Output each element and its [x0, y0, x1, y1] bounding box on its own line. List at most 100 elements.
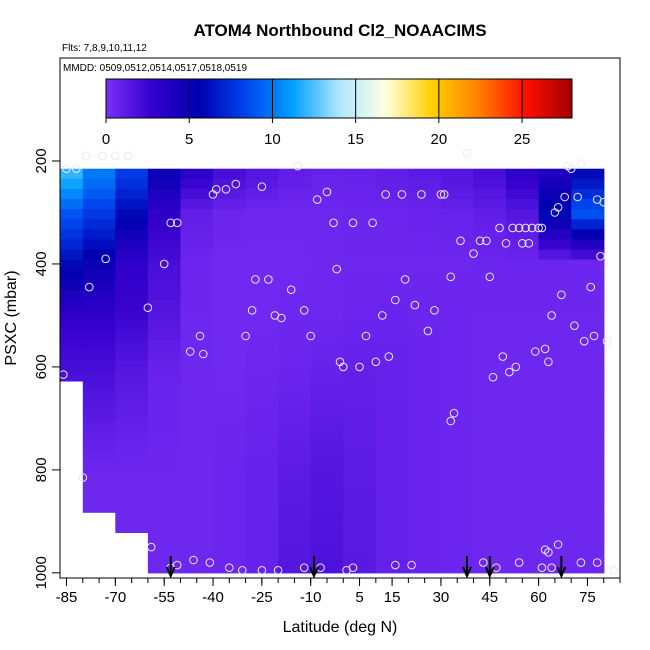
- heatmap-cell: [375, 532, 409, 544]
- heatmap-cell: [375, 421, 409, 432]
- heatmap-cell: [245, 401, 279, 412]
- heatmap-cell: [278, 451, 312, 463]
- heatmap-cell: [343, 209, 377, 220]
- heatmap-cell: [473, 411, 507, 422]
- heatmap-cell: [147, 320, 182, 331]
- heatmap-cell: [147, 411, 182, 422]
- heatmap-cell: [408, 391, 442, 402]
- heatmap-cell: [506, 360, 540, 372]
- heatmap-cell: [147, 178, 182, 190]
- heatmap-cell: [571, 249, 605, 261]
- heatmap-cell: [245, 279, 279, 291]
- observation-point: [60, 370, 68, 379]
- heatmap-cell: [571, 360, 605, 372]
- heatmap-cell: [245, 259, 279, 271]
- heatmap-cell: [115, 209, 149, 220]
- heatmap-cell: [310, 229, 344, 240]
- heatmap-cell: [82, 229, 116, 240]
- heatmap-cell: [408, 269, 442, 281]
- heatmap-cell: [213, 441, 247, 453]
- heatmap-cell: [408, 300, 442, 311]
- observation-point: [547, 563, 556, 573]
- observation-point: [101, 254, 110, 264]
- heatmap-cell: [375, 199, 409, 210]
- heatmap-cell: [440, 300, 475, 311]
- heatmap-cell: [180, 411, 214, 422]
- heatmap-cell: [538, 320, 572, 331]
- heatmap-cell: [375, 431, 409, 443]
- heatmap-cell: [375, 178, 409, 190]
- heatmap-cell: [147, 168, 182, 180]
- heatmap-cell: [213, 481, 247, 493]
- heatmap-cell: [180, 168, 214, 180]
- y-tick-label: 800: [33, 457, 50, 482]
- heatmap-cell: [506, 269, 540, 281]
- heatmap-cell: [147, 562, 182, 574]
- observation-point: [391, 560, 400, 570]
- heatmap-cell: [115, 411, 149, 422]
- heatmap-cell: [60, 178, 84, 190]
- heatmap-cell: [506, 542, 540, 554]
- heatmap-cell: [310, 199, 344, 210]
- x-tick-label: -25: [251, 589, 273, 606]
- heatmap-cell: [82, 320, 116, 331]
- heatmap-cell: [245, 522, 279, 533]
- heatmap-cell: [473, 401, 507, 412]
- heatmap-cell: [473, 492, 507, 503]
- heatmap-cell: [473, 188, 507, 200]
- heatmap-cell: [310, 391, 344, 402]
- heatmap-cell: [343, 512, 377, 523]
- heatmap-cell: [213, 461, 247, 473]
- heatmap-cell: [440, 441, 475, 453]
- heatmap-cell: [571, 370, 605, 382]
- heatmap-cell: [375, 289, 409, 301]
- observation-point: [348, 563, 358, 573]
- heatmap-cell: [506, 330, 540, 342]
- heatmap-cell: [310, 380, 344, 392]
- heatmap-cell: [440, 471, 475, 483]
- heatmap-cell: [278, 360, 312, 372]
- heatmap-cell: [506, 239, 540, 251]
- observation-point: [231, 179, 241, 189]
- heatmap-cell: [82, 360, 116, 372]
- heatmap-cell: [408, 330, 442, 342]
- heatmap-cell: [82, 401, 116, 412]
- heatmap-cell: [571, 562, 605, 574]
- heatmap-cell: [506, 562, 540, 574]
- heatmap-cell: [538, 492, 572, 503]
- heatmap-cell: [375, 229, 409, 240]
- observation-point: [498, 352, 508, 361]
- heatmap-cell: [440, 502, 475, 513]
- heatmap-cell: [147, 431, 182, 443]
- heatmap-cell: [506, 320, 540, 331]
- y-axis-label: PSXC (mbar): [3, 270, 20, 365]
- heatmap-cell: [147, 199, 182, 210]
- colorbar: 0 5 10 15 20 25: [102, 78, 573, 148]
- heatmap-cell: [180, 360, 214, 372]
- heatmap-cell: [115, 219, 149, 230]
- heatmap-cell: [310, 168, 344, 180]
- heatmap-cell: [408, 360, 442, 372]
- heatmap-cell: [82, 310, 116, 321]
- heatmap-cell: [440, 209, 475, 220]
- heatmap-cell: [278, 461, 312, 473]
- heatmap-cell: [115, 421, 149, 432]
- heatmap-cell: [440, 219, 475, 230]
- observation-point: [166, 218, 175, 228]
- heatmap-cell: [440, 269, 475, 281]
- heatmap-cell: [245, 391, 279, 402]
- heatmap-cell: [278, 552, 312, 564]
- observation-point: [524, 239, 534, 248]
- observation-point: [189, 555, 198, 565]
- observation-point: [257, 182, 267, 191]
- heatmap-cell: [473, 279, 507, 291]
- heatmap-cell: [310, 239, 344, 251]
- heatmap-cell: [213, 502, 247, 513]
- heatmap-cell: [506, 492, 540, 503]
- heatmap-cell: [115, 431, 149, 443]
- heatmap-cell: [115, 471, 149, 483]
- observation-point: [462, 148, 472, 158]
- observation-point: [312, 195, 322, 204]
- heatmap-cell: [408, 542, 442, 554]
- heatmap-cell: [180, 259, 214, 271]
